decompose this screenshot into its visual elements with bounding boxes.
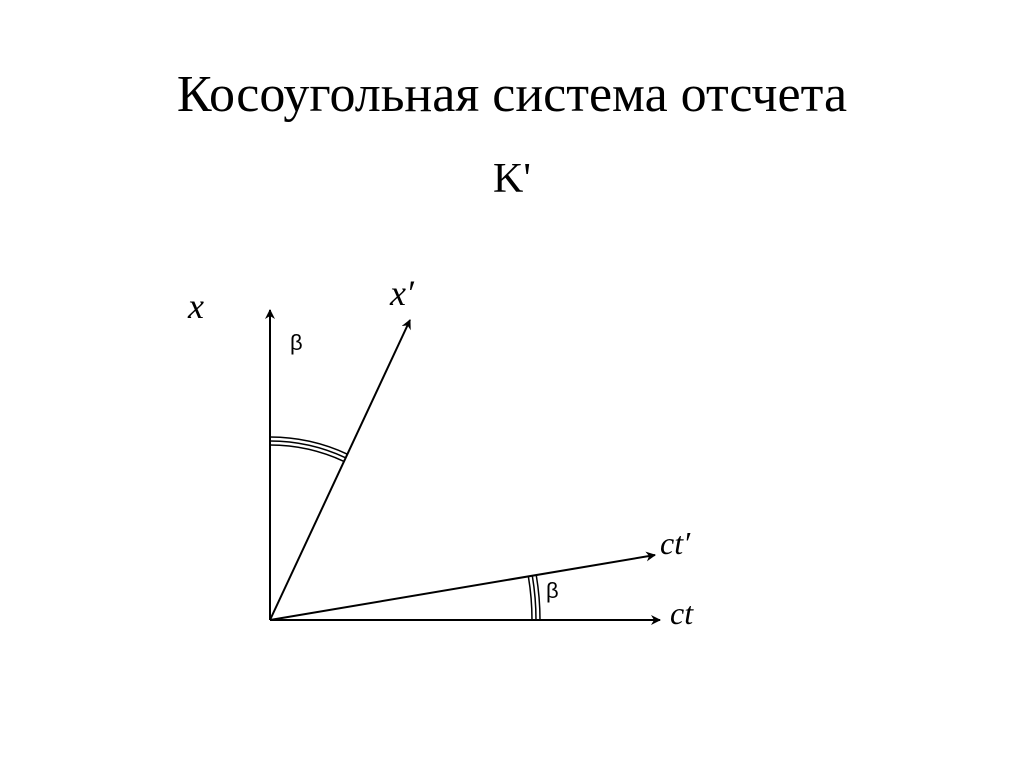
oblique-frame-diagram: xx′ct′ctββ (210, 290, 770, 670)
axis-label-x-prime: x′ (390, 272, 414, 314)
axis-label-ct: ct (670, 595, 693, 632)
angle-arc-beta-bottom (532, 576, 536, 620)
axis-ct-prime (270, 555, 655, 620)
axis-label-x: x (188, 285, 204, 327)
axis-label-ct-prime: ct′ (660, 525, 690, 562)
angle-label-beta-bottom: β (546, 578, 559, 604)
axis-x-prime (270, 320, 410, 620)
page-title: Косоугольная система отсчета (0, 65, 1024, 124)
subtitle: K' (0, 155, 1024, 203)
angle-arc-beta-bottom (536, 575, 540, 620)
angle-label-beta-top: β (290, 330, 303, 356)
angle-arc-beta-bottom (528, 577, 532, 620)
